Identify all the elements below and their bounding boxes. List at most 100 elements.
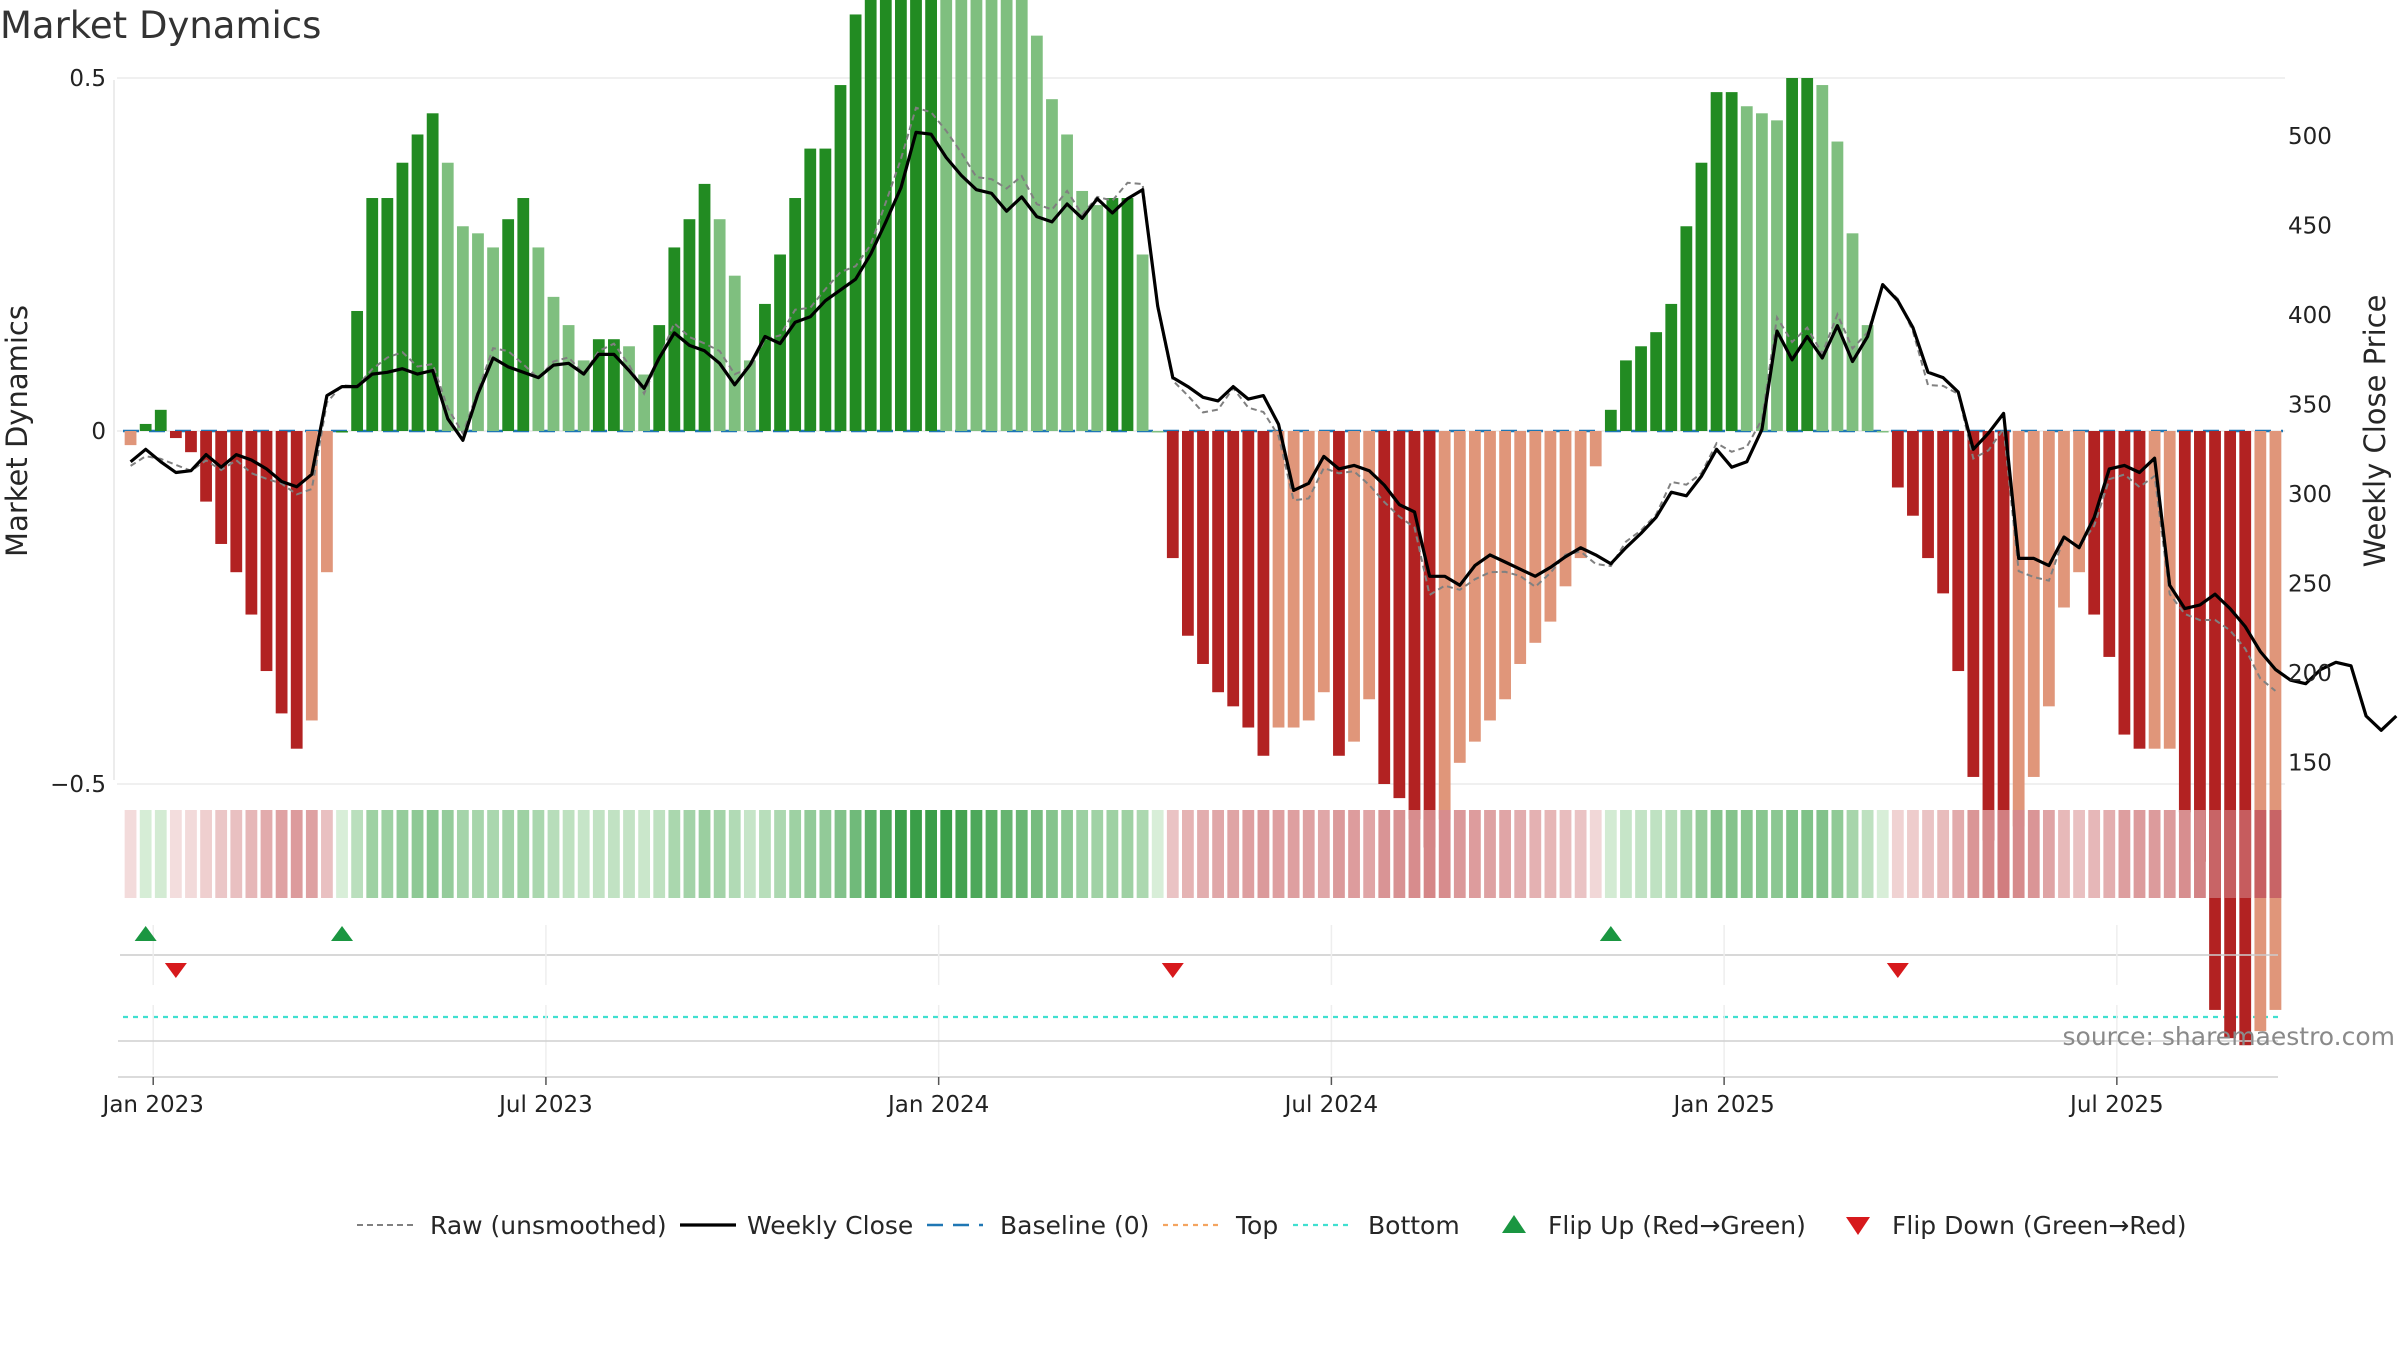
right-tick-label: 250: [2288, 572, 2332, 598]
momentum-bar: [366, 198, 379, 431]
heat-strip-cell: [1529, 810, 1542, 898]
momentum-bar: [683, 219, 696, 431]
momentum-bar: [1786, 78, 1798, 431]
heat-strip-cell: [517, 810, 530, 898]
momentum-bar: [2103, 431, 2116, 657]
momentum-bar: [215, 431, 228, 544]
x-tick-label: Jan 2025: [1671, 1092, 1774, 1118]
momentum-bar: [1076, 190, 1089, 431]
heat-strip-cell: [1408, 810, 1421, 898]
heat-strip-cell: [1076, 810, 1089, 898]
momentum-bar: [1272, 431, 1285, 728]
heat-strip-cell: [124, 810, 137, 898]
momentum-bar: [336, 431, 348, 433]
momentum-bar: [1604, 409, 1617, 431]
heat-strip-cell: [1952, 810, 1965, 898]
heat-strip-cell: [789, 810, 802, 898]
momentum-bar: [1529, 431, 1542, 643]
momentum-bar: [200, 431, 212, 502]
momentum-bar: [1166, 431, 1179, 559]
momentum-bar: [623, 346, 635, 431]
momentum-bar: [396, 162, 409, 431]
heat-strip-cell: [1574, 810, 1587, 898]
momentum-bar: [1725, 92, 1738, 432]
heat-strip-cell: [1091, 810, 1104, 898]
momentum-bar: [789, 198, 802, 431]
heat-strip-cell: [1891, 810, 1904, 898]
heat-strip-cell: [2178, 810, 2191, 898]
momentum-bar: [940, 0, 953, 432]
momentum-bar: [1665, 303, 1678, 431]
right-tick-label: 450: [2288, 214, 2332, 240]
heat-strip-cell: [139, 810, 152, 898]
heat-strip-cell: [1348, 810, 1360, 898]
momentum-bar: [1121, 198, 1134, 431]
momentum-bar: [1348, 431, 1360, 742]
heat-strip-cell: [1499, 810, 1511, 898]
momentum-bar: [1393, 431, 1406, 799]
heat-strip-cell: [834, 810, 847, 898]
heat-strip-cell: [290, 810, 303, 898]
heat-strip-cell: [1650, 810, 1663, 898]
momentum-bar: [910, 0, 922, 432]
heat-strip-cell: [1393, 810, 1406, 898]
momentum-bar: [668, 247, 681, 431]
heat-strip-cell: [1197, 810, 1209, 898]
momentum-bar: [1559, 431, 1572, 587]
momentum-bar: [1740, 106, 1753, 432]
momentum-bar: [2027, 431, 2040, 777]
momentum-bar: [1831, 141, 1844, 432]
momentum-bar: [351, 310, 364, 431]
momentum-bar: [970, 0, 983, 431]
momentum-bar: [487, 247, 499, 431]
heat-strip-cell: [1997, 810, 2010, 898]
momentum-bar: [1302, 431, 1315, 721]
heat-strip-cell: [1030, 810, 1043, 898]
momentum-bar: [1453, 431, 1466, 763]
heat-strip-cell: [1544, 810, 1557, 898]
x-tick-label: Jan 2024: [886, 1092, 989, 1118]
heat-strip-cell: [1786, 810, 1798, 898]
momentum-bar: [517, 198, 530, 431]
heat-strip-cell: [2239, 810, 2252, 898]
momentum-bar: [169, 431, 182, 439]
momentum-bar: [1695, 162, 1708, 431]
momentum-bar: [653, 325, 666, 431]
heat-strip-cell: [1604, 810, 1617, 898]
legend-baseline-label: Baseline (0): [1000, 1211, 1149, 1240]
momentum-bar: [1182, 431, 1194, 636]
momentum-bar: [985, 0, 998, 432]
flip-down-marker: [1161, 963, 1184, 978]
heat-strip-cell: [759, 810, 771, 898]
heat-strip-cell: [608, 810, 620, 898]
heat-strip-cell: [683, 810, 696, 898]
heat-strip-cell: [955, 810, 968, 898]
momentum-bar: [1816, 85, 1829, 431]
momentum-bar: [743, 360, 756, 431]
momentum-bar: [245, 431, 258, 615]
momentum-bar: [1212, 431, 1224, 693]
momentum-bar: [1967, 431, 1980, 777]
momentum-bar: [1030, 35, 1043, 431]
momentum-bar: [139, 423, 152, 431]
heat-strip-cell: [230, 810, 243, 898]
momentum-bar: [925, 0, 938, 432]
momentum-bar: [1197, 431, 1209, 664]
heat-strip-cell: [985, 810, 998, 898]
heat-strip-cell: [1015, 810, 1028, 898]
momentum-bar: [1982, 431, 1995, 841]
heat-strip-cell: [1484, 810, 1496, 898]
heat-strip-cell: [1333, 810, 1345, 898]
heat-strip-cell: [396, 810, 409, 898]
momentum-bar: [1000, 0, 1013, 431]
heat-strip-cell: [487, 810, 499, 898]
heat-strip-cell: [1861, 810, 1874, 898]
heat-strip-cell: [1740, 810, 1753, 898]
heat-strip-cell: [1846, 810, 1859, 898]
x-tick-label: Jul 2023: [497, 1092, 593, 1118]
heat-strip-cell: [305, 810, 318, 898]
legend-flip-down-label: Flip Down (Green→Red): [1892, 1211, 2187, 1240]
x-tick-label: Jan 2023: [101, 1092, 204, 1118]
heat-strip-cell: [940, 810, 953, 898]
legend-weekly-close-label: Weekly Close: [747, 1211, 913, 1240]
